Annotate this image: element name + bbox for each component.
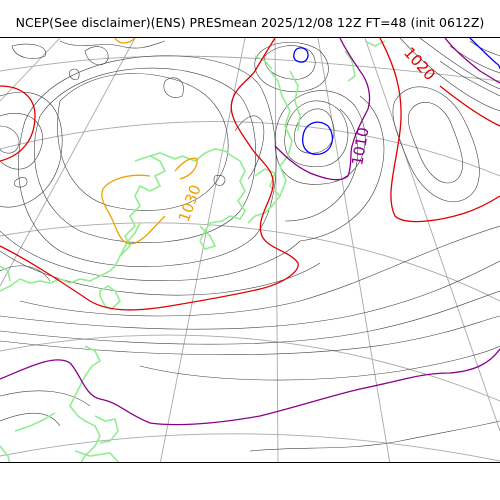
- low-center-contour: [469, 38, 500, 70]
- coastline-segment: [289, 70, 301, 132]
- coastline-segment: [94, 415, 119, 444]
- latitude-line: [0, 433, 500, 462]
- contour-label-1030: 1030: [175, 182, 205, 224]
- coastline-segment: [149, 148, 246, 242]
- latitude-line: [0, 222, 500, 302]
- coastline-segment: [14, 412, 56, 432]
- coastline-segment: [74, 450, 120, 462]
- longitude-line: [0, 38, 136, 287]
- coastline-segment: [269, 70, 293, 197]
- coastline-segment: [344, 50, 356, 82]
- map-svg: 1020 1010 1030: [0, 38, 500, 462]
- isobar-1030: [101, 38, 198, 245]
- coastline-segment: [69, 345, 102, 462]
- isobars: [0, 38, 500, 452]
- isobar-1020: [0, 38, 500, 311]
- contour-label-1020: 1020: [400, 44, 439, 84]
- coastline-segment: [119, 222, 141, 257]
- coastline-segment: [0, 445, 11, 462]
- coastline-segment: [247, 168, 282, 224]
- isobar-1010: [0, 38, 500, 426]
- latitude-line: [0, 334, 500, 402]
- longitude-line: [0, 38, 61, 102]
- coastline-segment: [99, 285, 121, 310]
- coastline: [0, 40, 386, 462]
- longitude-line: [364, 38, 500, 432]
- pressure-map: 1020 1010 1030: [0, 37, 500, 463]
- coastline-segment: [254, 55, 273, 70]
- longitude-line: [274, 38, 279, 462]
- coastline-segment: [0, 265, 11, 282]
- coastline-segment: [0, 155, 167, 292]
- contour-label-1010: 1010: [348, 126, 372, 167]
- low-center-contour: [293, 47, 309, 63]
- coastline-segment: [199, 225, 217, 250]
- page-title: NCEP(See disclaimer)(ENS) PRESmean 2025/…: [15, 15, 485, 30]
- longitude-line: [317, 38, 391, 462]
- graticule: [0, 38, 500, 462]
- latitude-line: [0, 121, 500, 177]
- low-center-contour: [302, 121, 334, 155]
